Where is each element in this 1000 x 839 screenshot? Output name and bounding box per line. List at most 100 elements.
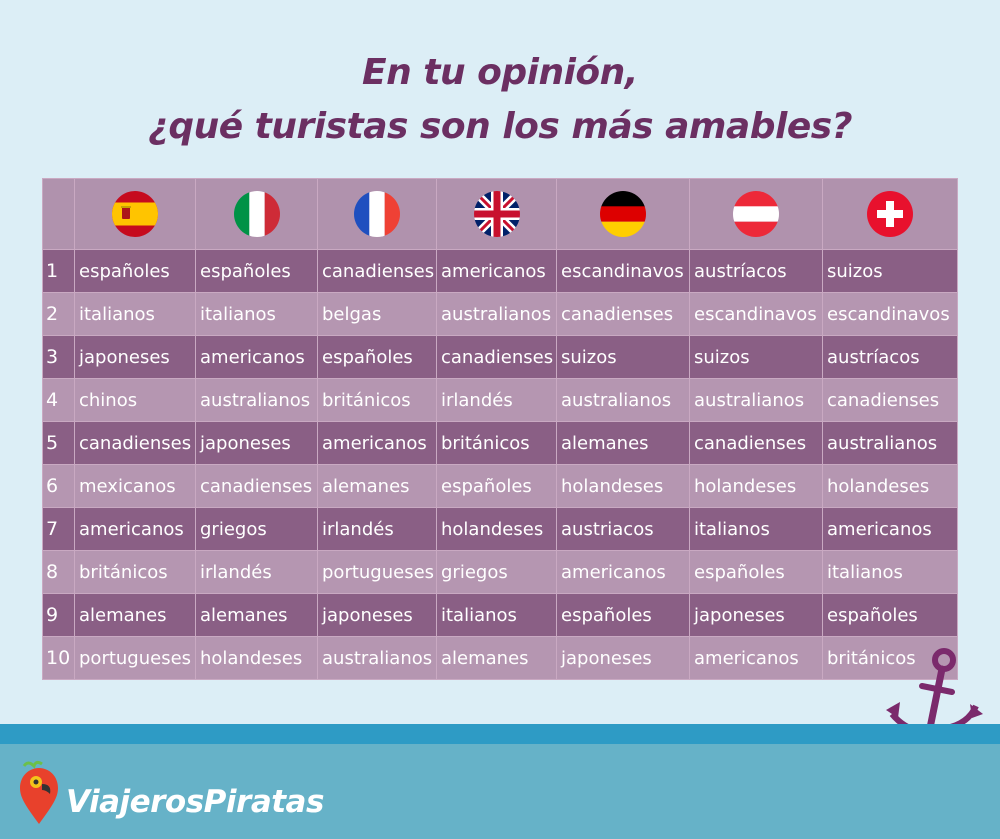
title-line-2: ¿qué turistas son los más amables? <box>147 106 853 147</box>
table-cell: españoles <box>556 593 690 637</box>
table-cell: británicos <box>74 550 196 594</box>
table-cell: portugueses <box>74 636 196 680</box>
table-cell: holandeses <box>689 464 823 508</box>
rank-cell: 6 <box>42 464 75 508</box>
header-cell-italy <box>195 178 318 250</box>
austria-flag-icon <box>733 191 779 237</box>
table-cell: australianos <box>689 378 823 422</box>
table-cell: irlandés <box>195 550 318 594</box>
italy-flag-icon <box>233 191 280 237</box>
table-cell: españoles <box>74 249 196 293</box>
table-cell: británicos <box>436 421 557 465</box>
table-row: 2 italianos italianos belgas australiano… <box>42 292 958 336</box>
france-flag-icon <box>354 191 400 237</box>
table-cell: americanos <box>74 507 196 551</box>
table-cell: suizos <box>689 335 823 379</box>
table-cell: escandinavos <box>689 292 823 336</box>
header-cell-austria <box>689 178 823 250</box>
germany-flag-icon <box>600 191 646 237</box>
table-cell: italianos <box>822 550 958 594</box>
rank-cell: 4 <box>42 378 75 422</box>
parrot-logo-icon <box>20 760 58 824</box>
table-cell: japoneses <box>317 593 437 637</box>
table-cell: australianos <box>317 636 437 680</box>
table-row: 10 portugueses holandeses australianos a… <box>42 636 958 680</box>
rank-cell: 3 <box>42 335 75 379</box>
footer-band <box>0 744 1000 839</box>
table-cell: canadienses <box>436 335 557 379</box>
switzerland-flag-icon <box>867 191 913 237</box>
spain-flag-icon <box>112 191 158 237</box>
table-cell: españoles <box>822 593 958 637</box>
table-cell: griegos <box>436 550 557 594</box>
header-cell-uk <box>436 178 557 250</box>
rank-cell: 7 <box>42 507 75 551</box>
table-row: 8 británicos irlandés portugueses griego… <box>42 550 958 594</box>
table-cell: japoneses <box>689 593 823 637</box>
table-row: 3 japoneses americanos españoles canadie… <box>42 335 958 379</box>
ranking-table: 1 españoles españoles canadienses americ… <box>42 178 958 680</box>
table-cell: austriacos <box>556 507 690 551</box>
table-cell: japoneses <box>195 421 318 465</box>
table-cell: escandinavos <box>556 249 690 293</box>
table-cell: italianos <box>436 593 557 637</box>
table-cell: holandeses <box>436 507 557 551</box>
table-cell: belgas <box>317 292 437 336</box>
table-cell: canadienses <box>74 421 196 465</box>
table-cell: americanos <box>556 550 690 594</box>
table-cell: australianos <box>822 421 958 465</box>
table-cell: austríacos <box>822 335 958 379</box>
page-title: En tu opinión, ¿qué turistas son los más… <box>0 46 1000 154</box>
table-cell: americanos <box>317 421 437 465</box>
table-cell: australianos <box>195 378 318 422</box>
table-cell: irlandés <box>436 378 557 422</box>
table-cell: holandeses <box>556 464 690 508</box>
table-cell: alemanes <box>317 464 437 508</box>
header-cell-france <box>317 178 437 250</box>
anchor-icon <box>886 648 983 728</box>
table-cell: italianos <box>74 292 196 336</box>
table-cell: españoles <box>689 550 823 594</box>
header-cell-switzerland <box>822 178 958 250</box>
table-cell: americanos <box>689 636 823 680</box>
footer-stripe <box>0 724 1000 744</box>
table-cell: alemanes <box>436 636 557 680</box>
brand-logo[interactable]: ViajerosPiratas <box>66 784 324 820</box>
uk-flag-icon <box>473 191 520 237</box>
table-cell: canadienses <box>556 292 690 336</box>
table-cell: alemanes <box>195 593 318 637</box>
table-cell: austríacos <box>689 249 823 293</box>
table-cell: japoneses <box>556 636 690 680</box>
table-row: 7 americanos griegos irlandés holandeses… <box>42 507 958 551</box>
table-cell: chinos <box>74 378 196 422</box>
table-row: 5 canadienses japoneses americanos britá… <box>42 421 958 465</box>
header-cell-spain <box>74 178 196 250</box>
table-cell: canadienses <box>195 464 318 508</box>
table-cell: escandinavos <box>822 292 958 336</box>
table-cell: italianos <box>689 507 823 551</box>
table-cell: portugueses <box>317 550 437 594</box>
table-cell: americanos <box>822 507 958 551</box>
table-cell: españoles <box>436 464 557 508</box>
table-cell: americanos <box>436 249 557 293</box>
table-row: 6 mexicanos canadienses alemanes español… <box>42 464 958 508</box>
table-cell: alemanes <box>556 421 690 465</box>
flag-header-row <box>42 178 958 250</box>
title-line-1: En tu opinión, <box>362 52 638 93</box>
table-cell: suizos <box>556 335 690 379</box>
rank-cell: 10 <box>42 636 75 680</box>
table-cell: británicos <box>317 378 437 422</box>
table-cell: canadienses <box>317 249 437 293</box>
table-row: 1 españoles españoles canadienses americ… <box>42 249 958 293</box>
rank-cell: 8 <box>42 550 75 594</box>
table-cell: holandeses <box>822 464 958 508</box>
table-cell: españoles <box>195 249 318 293</box>
table-cell: australianos <box>556 378 690 422</box>
table-cell: suizos <box>822 249 958 293</box>
table-cell: mexicanos <box>74 464 196 508</box>
table-cell: americanos <box>195 335 318 379</box>
table-cell: australianos <box>436 292 557 336</box>
table-row: 9 alemanes alemanes japoneses italianos … <box>42 593 958 637</box>
rank-cell: 5 <box>42 421 75 465</box>
